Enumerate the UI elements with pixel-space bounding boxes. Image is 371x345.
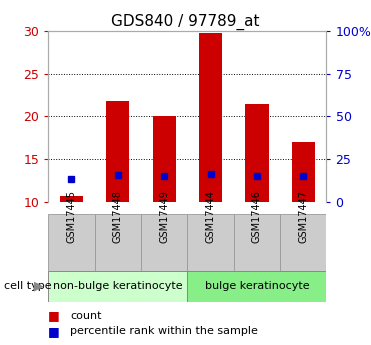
Bar bbox=[199, 33, 222, 202]
Text: GSM17445: GSM17445 bbox=[66, 189, 76, 243]
Bar bbox=[106, 101, 129, 202]
Text: GSM17447: GSM17447 bbox=[298, 189, 308, 243]
Text: bulge keratinocyte: bulge keratinocyte bbox=[204, 282, 309, 291]
Text: count: count bbox=[70, 311, 102, 321]
Bar bbox=[60, 196, 83, 202]
Text: GSM17446: GSM17446 bbox=[252, 190, 262, 243]
Bar bbox=[292, 142, 315, 202]
Text: GSM17449: GSM17449 bbox=[159, 190, 169, 243]
Bar bbox=[48, 271, 187, 302]
Text: ■: ■ bbox=[48, 309, 60, 322]
Text: percentile rank within the sample: percentile rank within the sample bbox=[70, 326, 258, 336]
Text: ▶: ▶ bbox=[34, 280, 44, 293]
Bar bbox=[187, 214, 234, 271]
Text: GSM17444: GSM17444 bbox=[206, 190, 216, 243]
Bar bbox=[141, 214, 187, 271]
Text: non-bulge keratinocyte: non-bulge keratinocyte bbox=[53, 282, 183, 291]
Text: ■: ■ bbox=[48, 325, 60, 338]
Bar bbox=[152, 117, 176, 202]
Bar bbox=[245, 104, 269, 202]
Bar bbox=[48, 214, 95, 271]
Bar bbox=[280, 214, 326, 271]
Text: cell type: cell type bbox=[4, 282, 51, 291]
Bar bbox=[234, 214, 280, 271]
Text: GDS840 / 97789_at: GDS840 / 97789_at bbox=[111, 14, 260, 30]
Text: GSM17448: GSM17448 bbox=[113, 190, 123, 243]
Bar bbox=[187, 271, 326, 302]
Bar bbox=[95, 214, 141, 271]
